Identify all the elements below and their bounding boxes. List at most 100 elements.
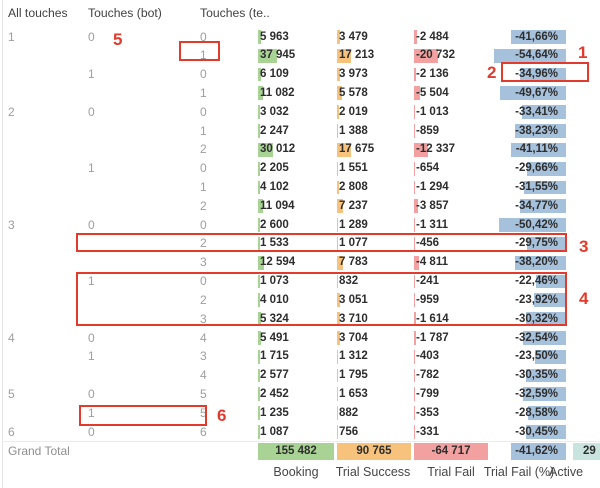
cell-trial-fail-pct[interactable]: -31,55%: [490, 178, 566, 197]
cell-trial-success[interactable]: 17 675: [337, 140, 411, 159]
table-row[interactable]: 3 12 594 7 783 -4 811 -38,20%: [0, 253, 600, 272]
cell-trial-fail[interactable]: -3 857: [414, 197, 488, 216]
cell-trial-fail-pct[interactable]: -30,35%: [490, 366, 566, 385]
cell-all-touches[interactable]: 6: [8, 424, 15, 439]
grand-total-booking[interactable]: 155 482: [258, 443, 334, 460]
cell-trial-fail[interactable]: -2 136: [414, 65, 488, 84]
cell-touches-bot[interactable]: 1: [88, 67, 95, 82]
table-row[interactable]: 2 11 094 7 237 -3 857 -34,77%: [0, 197, 600, 216]
cell-trial-fail-pct[interactable]: -30,32%: [490, 310, 566, 329]
cell-booking[interactable]: 2 577: [258, 366, 334, 385]
cell-all-touches[interactable]: [8, 347, 84, 366]
cell-trial-fail[interactable]: -331: [414, 423, 488, 442]
cell-trial-fail[interactable]: -654: [414, 159, 488, 178]
cell-touches-te[interactable]: 4: [200, 330, 207, 345]
cell-trial-success[interactable]: 1 289: [337, 216, 411, 235]
cell-touches-te[interactable]: 6: [200, 424, 207, 439]
measure-label-trial-fail-pct[interactable]: Trial Fail (%): [483, 465, 555, 479]
column-header-touches-te[interactable]: Touches (te..: [200, 6, 270, 20]
cell-trial-fail-pct[interactable]: -50,42%: [490, 216, 566, 235]
cell-all-touches[interactable]: [8, 65, 84, 84]
cell-all-touches[interactable]: 5: [8, 386, 15, 401]
cell-touches-te[interactable]: 2: [200, 292, 207, 307]
cell-trial-fail-pct[interactable]: -33,41%: [490, 103, 566, 122]
cell-trial-fail[interactable]: -20 732: [414, 46, 488, 65]
grand-total-row[interactable]: Grand Total 155 482 90 765 -64 717 -41,6…: [0, 442, 600, 461]
cell-touches-bot[interactable]: 0: [88, 217, 95, 232]
cell-trial-success[interactable]: 832: [337, 272, 411, 291]
cell-trial-success[interactable]: 3 479: [337, 28, 411, 47]
cell-touches-te[interactable]: 0: [200, 161, 207, 176]
cell-booking[interactable]: 6 109: [258, 65, 334, 84]
measure-label-active[interactable]: Active: [549, 465, 584, 479]
cell-trial-success[interactable]: 1 388: [337, 122, 411, 141]
cell-booking[interactable]: 2 247: [258, 122, 334, 141]
cell-touches-bot[interactable]: 0: [88, 330, 95, 345]
cell-all-touches[interactable]: [8, 234, 84, 253]
cell-all-touches[interactable]: [8, 272, 84, 291]
cell-trial-success[interactable]: 882: [337, 404, 411, 423]
cell-trial-fail[interactable]: -2 484: [414, 28, 488, 47]
cell-all-touches[interactable]: [8, 310, 84, 329]
measure-label-trial-fail[interactable]: Trial Fail: [427, 465, 475, 479]
cell-touches-te[interactable]: 5: [200, 405, 207, 420]
cell-trial-fail[interactable]: -1 013: [414, 103, 488, 122]
column-header-all-touches[interactable]: All touches: [8, 6, 68, 20]
grand-total-trial-fail[interactable]: -64 717: [414, 443, 488, 460]
cell-all-touches[interactable]: [8, 291, 84, 310]
cell-all-touches[interactable]: [8, 84, 84, 103]
measure-label-booking[interactable]: Booking: [273, 465, 319, 479]
table-row[interactable]: 1 11 082 5 578 -5 504 -49,67%: [0, 84, 600, 103]
cell-touches-bot[interactable]: [88, 253, 196, 272]
cell-trial-success[interactable]: 2 808: [337, 178, 411, 197]
cell-trial-success[interactable]: 2 019: [337, 103, 411, 122]
cell-trial-fail-pct[interactable]: -34,96%: [490, 65, 566, 84]
cell-trial-fail[interactable]: -5 504: [414, 84, 488, 103]
cell-trial-fail-pct[interactable]: -38,20%: [490, 253, 566, 272]
cell-trial-fail-pct[interactable]: -28,58%: [490, 404, 566, 423]
cell-trial-fail[interactable]: -241: [414, 272, 488, 291]
cell-touches-te[interactable]: 3: [200, 255, 207, 270]
cell-all-touches[interactable]: [8, 197, 84, 216]
table-row[interactable]: 1 0 2 205 1 551 -654 -29,66%: [0, 159, 600, 178]
table-row[interactable]: 2 1 533 1 077 -456 -29,75%: [0, 234, 600, 253]
table-row[interactable]: 1 2 247 1 388 -859 -38,23%: [0, 122, 600, 141]
cell-all-touches[interactable]: [8, 140, 84, 159]
cell-touches-bot[interactable]: 0: [88, 104, 95, 119]
cell-touches-te[interactable]: 2: [200, 198, 207, 213]
cell-trial-fail-pct[interactable]: -32,59%: [490, 385, 566, 404]
cell-trial-success[interactable]: 3 051: [337, 291, 411, 310]
cell-all-touches[interactable]: [8, 366, 84, 385]
cell-trial-fail-pct[interactable]: -49,67%: [490, 84, 566, 103]
grand-total-trial-success[interactable]: 90 765: [337, 443, 411, 460]
cell-touches-bot[interactable]: 1: [88, 405, 95, 420]
cell-trial-success[interactable]: 3 973: [337, 65, 411, 84]
cell-trial-fail[interactable]: -859: [414, 122, 488, 141]
table-row[interactable]: 1 0 0 5 963 3 479 -2 484 -41,66%: [0, 28, 600, 47]
cell-trial-success[interactable]: 5 578: [337, 84, 411, 103]
cell-trial-fail[interactable]: -1 311: [414, 216, 488, 235]
cell-touches-bot[interactable]: [88, 140, 196, 159]
cell-touches-te[interactable]: 3: [200, 349, 207, 364]
measure-label-trial-success[interactable]: Trial Success: [335, 465, 411, 479]
cell-touches-te[interactable]: 5: [200, 386, 207, 401]
cell-booking[interactable]: 2 600: [258, 216, 334, 235]
cell-all-touches[interactable]: [8, 159, 84, 178]
cell-booking[interactable]: 30 012: [258, 140, 334, 159]
cell-touches-bot[interactable]: 1: [88, 274, 95, 289]
cell-touches-te[interactable]: 2: [200, 142, 207, 157]
cell-touches-bot[interactable]: [88, 366, 196, 385]
cell-all-touches[interactable]: 4: [8, 330, 15, 345]
table-row[interactable]: 6 0 6 1 087 756 -331 -30,45%: [0, 423, 600, 442]
cell-trial-success[interactable]: 7 783: [337, 253, 411, 272]
cell-trial-fail[interactable]: -1 294: [414, 178, 488, 197]
table-row[interactable]: 4 2 577 1 795 -782 -30,35%: [0, 366, 600, 385]
cell-trial-success[interactable]: 3 704: [337, 329, 411, 348]
cell-trial-fail-pct[interactable]: -32,54%: [490, 329, 566, 348]
cell-booking[interactable]: 11 082: [258, 84, 334, 103]
cell-trial-fail-pct[interactable]: -30,45%: [490, 423, 566, 442]
cell-touches-te[interactable]: 1: [200, 180, 207, 194]
cell-trial-fail-pct[interactable]: -54,64%: [490, 46, 566, 65]
cell-booking[interactable]: 5 491: [258, 329, 334, 348]
cell-all-touches[interactable]: [8, 253, 84, 272]
